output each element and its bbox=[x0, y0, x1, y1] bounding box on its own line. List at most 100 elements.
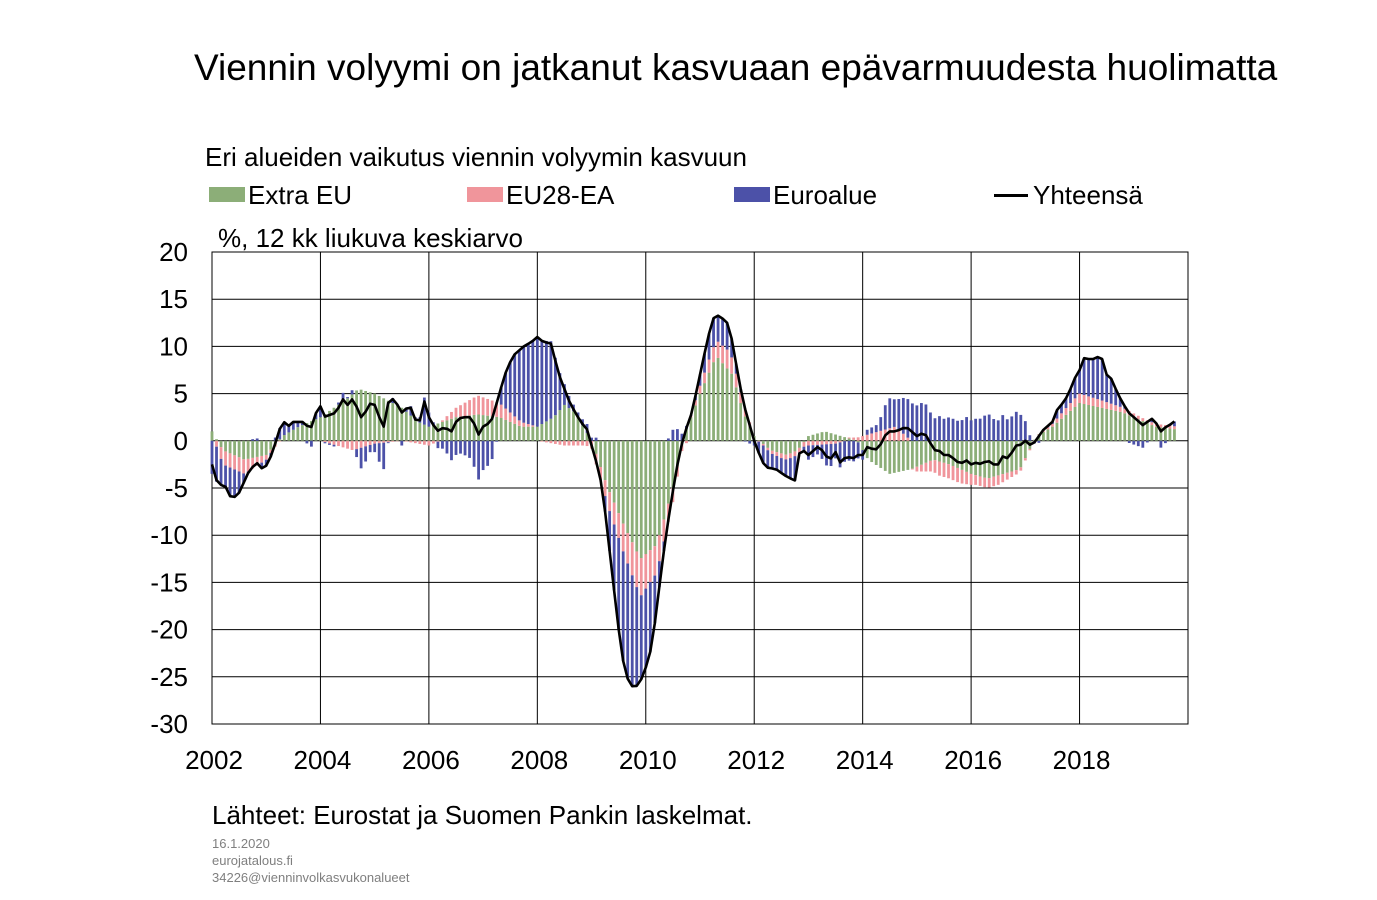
bar-extra-eu bbox=[1019, 440, 1023, 468]
bar-eu28-ea bbox=[260, 455, 264, 463]
bar-euroalue bbox=[1014, 411, 1018, 441]
bar-eu28-ea bbox=[517, 420, 521, 426]
bar-eu28-ea bbox=[264, 454, 268, 460]
bar-extra-eu bbox=[1064, 414, 1068, 441]
bar-extra-eu bbox=[441, 421, 444, 441]
bar-eu28-ea bbox=[915, 466, 919, 472]
bar-eu28-ea bbox=[544, 440, 548, 443]
bar-euroalue bbox=[1028, 435, 1032, 441]
bar-eu28-ea bbox=[843, 440, 846, 442]
bar-extra-eu bbox=[793, 440, 797, 452]
bar-eu28-ea bbox=[1082, 394, 1086, 405]
bar-euroalue bbox=[1114, 388, 1118, 406]
bar-eu28-ea bbox=[1069, 403, 1072, 411]
bar-eu28-ea bbox=[1118, 406, 1122, 412]
bar-euroalue bbox=[1069, 388, 1072, 404]
bar-extra-eu bbox=[856, 440, 860, 443]
bar-extra-eu bbox=[468, 415, 471, 441]
bar-extra-eu bbox=[504, 419, 508, 441]
legend-swatch-extra-eu bbox=[209, 187, 245, 202]
bar-eu28-ea bbox=[947, 464, 950, 479]
bar-extra-eu bbox=[332, 407, 336, 441]
bar-extra-eu bbox=[639, 440, 643, 559]
bar-eu28-ea bbox=[246, 458, 250, 472]
bar-euroalue bbox=[260, 462, 264, 469]
bar-extra-eu bbox=[1168, 428, 1172, 441]
bar-euroalue bbox=[535, 336, 539, 427]
bar-extra-eu bbox=[576, 417, 580, 441]
bar-eu28-ea bbox=[1051, 423, 1054, 427]
bar-euroalue bbox=[472, 440, 476, 467]
bar-eu28-ea bbox=[341, 440, 345, 448]
bar-extra-eu bbox=[1164, 427, 1167, 441]
bar-euroalue bbox=[843, 441, 846, 462]
bar-euroalue bbox=[490, 440, 494, 460]
bar-euroalue bbox=[788, 458, 792, 479]
bar-extra-eu bbox=[897, 440, 901, 472]
bar-eu28-ea bbox=[856, 437, 860, 441]
bar-extra-eu bbox=[418, 422, 422, 441]
bar-extra-eu bbox=[685, 429, 688, 441]
bar-extra-eu bbox=[350, 394, 354, 441]
bar-extra-eu bbox=[703, 383, 706, 441]
bar-euroalue bbox=[1064, 398, 1068, 409]
bar-extra-eu bbox=[554, 415, 557, 441]
bar-extra-eu bbox=[689, 417, 693, 441]
bar-euroalue bbox=[1109, 378, 1113, 404]
bar-extra-eu bbox=[1173, 429, 1176, 441]
bar-euroalue bbox=[522, 346, 526, 423]
bar-euroalue bbox=[495, 440, 499, 442]
bar-eu28-ea bbox=[1060, 413, 1063, 419]
bar-euroalue bbox=[228, 467, 232, 497]
bar-eu28-ea bbox=[766, 447, 770, 451]
bar-eu28-ea bbox=[1091, 397, 1095, 406]
bar-eu28-ea bbox=[1073, 398, 1077, 407]
bar-euroalue bbox=[563, 384, 566, 405]
bar-euroalue bbox=[666, 438, 670, 441]
bar-euroalue bbox=[1173, 421, 1176, 427]
bar-extra-eu bbox=[1100, 407, 1104, 441]
bar-euroalue bbox=[657, 561, 661, 588]
bar-extra-eu bbox=[1046, 429, 1050, 441]
bar-extra-eu bbox=[242, 440, 246, 460]
bar-extra-eu bbox=[852, 439, 856, 441]
bar-euroalue bbox=[1164, 440, 1167, 444]
bar-eu28-ea bbox=[1064, 408, 1068, 415]
bar-euroalue bbox=[291, 421, 295, 430]
bar-extra-eu bbox=[495, 416, 499, 441]
bar-eu28-ea bbox=[413, 440, 417, 444]
bar-eu28-ea bbox=[951, 465, 955, 481]
bar-extra-eu bbox=[644, 440, 648, 555]
bar-extra-eu bbox=[784, 440, 788, 455]
bar-euroalue bbox=[540, 340, 544, 425]
x-tick-label: 2006 bbox=[402, 745, 460, 775]
bar-extra-eu bbox=[305, 423, 309, 441]
bar-eu28-ea bbox=[644, 554, 648, 589]
bar-eu28-ea bbox=[847, 437, 851, 439]
bar-euroalue bbox=[237, 471, 241, 493]
x-tick-label: 2016 bbox=[944, 745, 1002, 775]
bar-euroalue bbox=[526, 343, 530, 425]
bar-eu28-ea bbox=[463, 402, 467, 417]
bar-extra-eu bbox=[730, 373, 734, 441]
bar-extra-eu bbox=[838, 435, 842, 441]
bar-euroalue bbox=[1010, 416, 1014, 441]
bar-euroalue bbox=[590, 437, 593, 441]
bar-eu28-ea bbox=[802, 441, 806, 447]
bar-euroalue bbox=[897, 399, 901, 430]
bar-eu28-ea bbox=[807, 440, 810, 446]
bar-eu28-ea bbox=[662, 519, 666, 542]
bar-extra-eu bbox=[1014, 440, 1018, 471]
bar-eu28-ea bbox=[1132, 413, 1136, 418]
bar-euroalue bbox=[544, 340, 548, 422]
bar-extra-eu bbox=[1136, 419, 1140, 441]
bar-extra-eu bbox=[300, 425, 304, 441]
bar-extra-eu bbox=[662, 440, 666, 520]
bar-eu28-ea bbox=[784, 454, 788, 460]
bar-extra-eu bbox=[1154, 426, 1158, 441]
bar-euroalue bbox=[630, 575, 634, 687]
bar-eu28-ea bbox=[1114, 405, 1118, 411]
bar-euroalue bbox=[355, 449, 358, 458]
bar-euroalue bbox=[382, 442, 386, 470]
